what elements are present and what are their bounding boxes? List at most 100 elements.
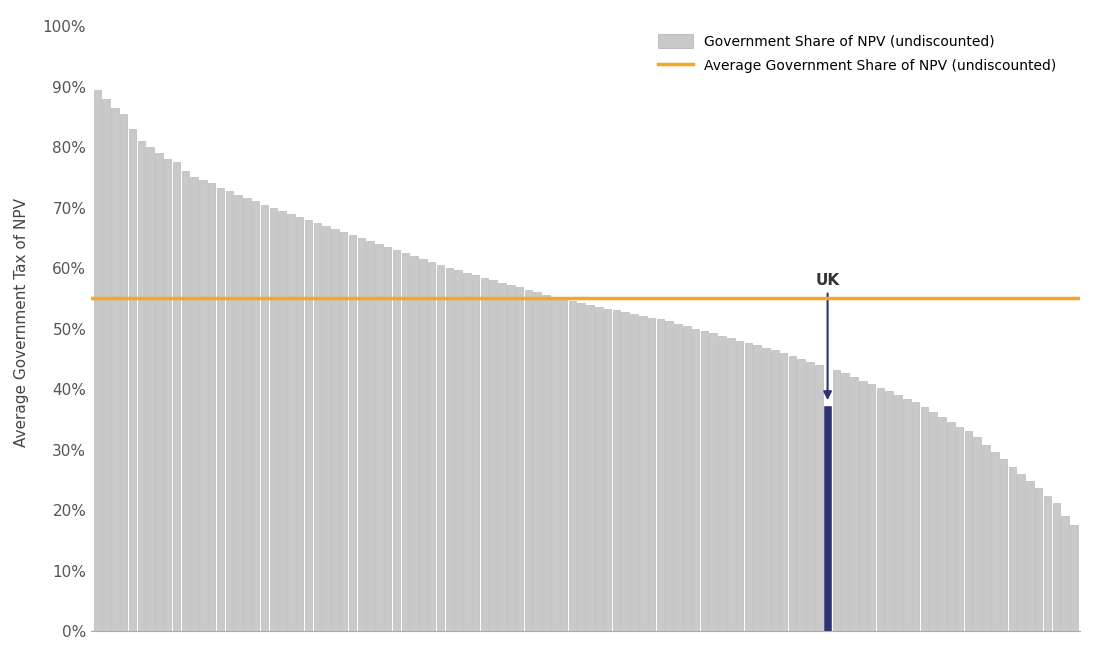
Bar <box>1061 516 1069 631</box>
Bar <box>1052 503 1060 631</box>
Bar <box>982 445 990 631</box>
Bar <box>885 392 893 631</box>
Bar <box>454 271 462 631</box>
Bar <box>480 278 488 631</box>
Bar <box>269 207 277 631</box>
Bar <box>138 141 146 631</box>
Bar <box>534 292 540 631</box>
Bar <box>155 153 163 631</box>
Bar <box>789 356 796 631</box>
Bar <box>543 295 550 631</box>
Bar <box>375 244 383 631</box>
Bar <box>129 129 137 631</box>
Bar <box>621 312 629 631</box>
Bar <box>876 388 884 631</box>
Bar <box>323 226 329 631</box>
Bar <box>903 399 910 631</box>
Bar <box>683 326 690 631</box>
Bar <box>401 253 409 631</box>
Text: UK: UK <box>815 273 840 398</box>
Bar <box>710 334 717 631</box>
Bar <box>498 283 505 631</box>
Bar <box>868 384 875 631</box>
Bar <box>419 259 427 631</box>
Bar <box>384 247 392 631</box>
Bar <box>921 407 928 631</box>
Bar <box>930 412 936 631</box>
Bar <box>911 402 919 631</box>
Bar <box>894 395 901 631</box>
Bar <box>305 220 312 631</box>
Bar <box>393 250 400 631</box>
Bar <box>103 99 109 631</box>
Bar <box>331 229 339 631</box>
Bar <box>595 307 603 631</box>
Legend: Government Share of NPV (undiscounted), Average Government Share of NPV (undisco: Government Share of NPV (undiscounted), … <box>651 27 1063 80</box>
Bar <box>120 114 127 631</box>
Bar <box>991 452 999 631</box>
Bar <box>243 198 251 631</box>
Bar <box>349 235 357 631</box>
Bar <box>771 351 779 631</box>
Bar <box>472 275 479 631</box>
Bar <box>112 108 118 631</box>
Bar <box>736 341 743 631</box>
Bar <box>754 345 761 631</box>
Bar <box>252 201 259 631</box>
Bar <box>798 359 805 631</box>
Bar <box>780 353 788 631</box>
Bar <box>691 328 699 631</box>
Bar <box>1017 473 1025 631</box>
Bar <box>974 438 981 631</box>
Bar <box>1026 481 1034 631</box>
Bar <box>489 280 497 631</box>
Bar <box>824 406 831 631</box>
Bar <box>700 331 708 631</box>
Bar <box>516 287 523 631</box>
Bar <box>639 316 647 631</box>
Bar <box>410 256 418 631</box>
Bar <box>656 319 664 631</box>
Bar <box>366 241 374 631</box>
Bar <box>358 238 365 631</box>
Bar <box>569 301 577 631</box>
Bar <box>287 214 294 631</box>
Bar <box>508 285 514 631</box>
Bar <box>428 262 435 631</box>
Bar <box>965 432 973 631</box>
Bar <box>278 211 286 631</box>
Bar <box>859 381 866 631</box>
Bar <box>551 297 559 631</box>
Y-axis label: Average Government Tax of NPV: Average Government Tax of NPV <box>14 198 28 447</box>
Bar <box>674 324 682 631</box>
Bar <box>728 338 734 631</box>
Bar <box>1070 525 1078 631</box>
Bar <box>208 183 216 631</box>
Bar <box>217 188 224 631</box>
Bar <box>260 205 268 631</box>
Bar <box>630 314 638 631</box>
Bar <box>1009 466 1016 631</box>
Bar <box>806 362 814 631</box>
Bar <box>648 318 655 631</box>
Bar <box>745 343 753 631</box>
Bar <box>850 377 858 631</box>
Bar <box>560 300 568 631</box>
Bar <box>94 90 101 631</box>
Bar <box>463 273 470 631</box>
Bar <box>833 370 840 631</box>
Bar <box>1000 459 1008 631</box>
Bar <box>164 159 172 631</box>
Bar <box>947 422 954 631</box>
Bar <box>190 177 198 631</box>
Bar <box>1044 496 1051 631</box>
Bar <box>173 162 181 631</box>
Bar <box>1035 489 1043 631</box>
Bar <box>234 196 242 631</box>
Bar <box>225 191 233 631</box>
Bar <box>665 321 673 631</box>
Bar <box>296 216 303 631</box>
Bar <box>586 305 594 631</box>
Bar <box>525 290 532 631</box>
Bar <box>147 147 154 631</box>
